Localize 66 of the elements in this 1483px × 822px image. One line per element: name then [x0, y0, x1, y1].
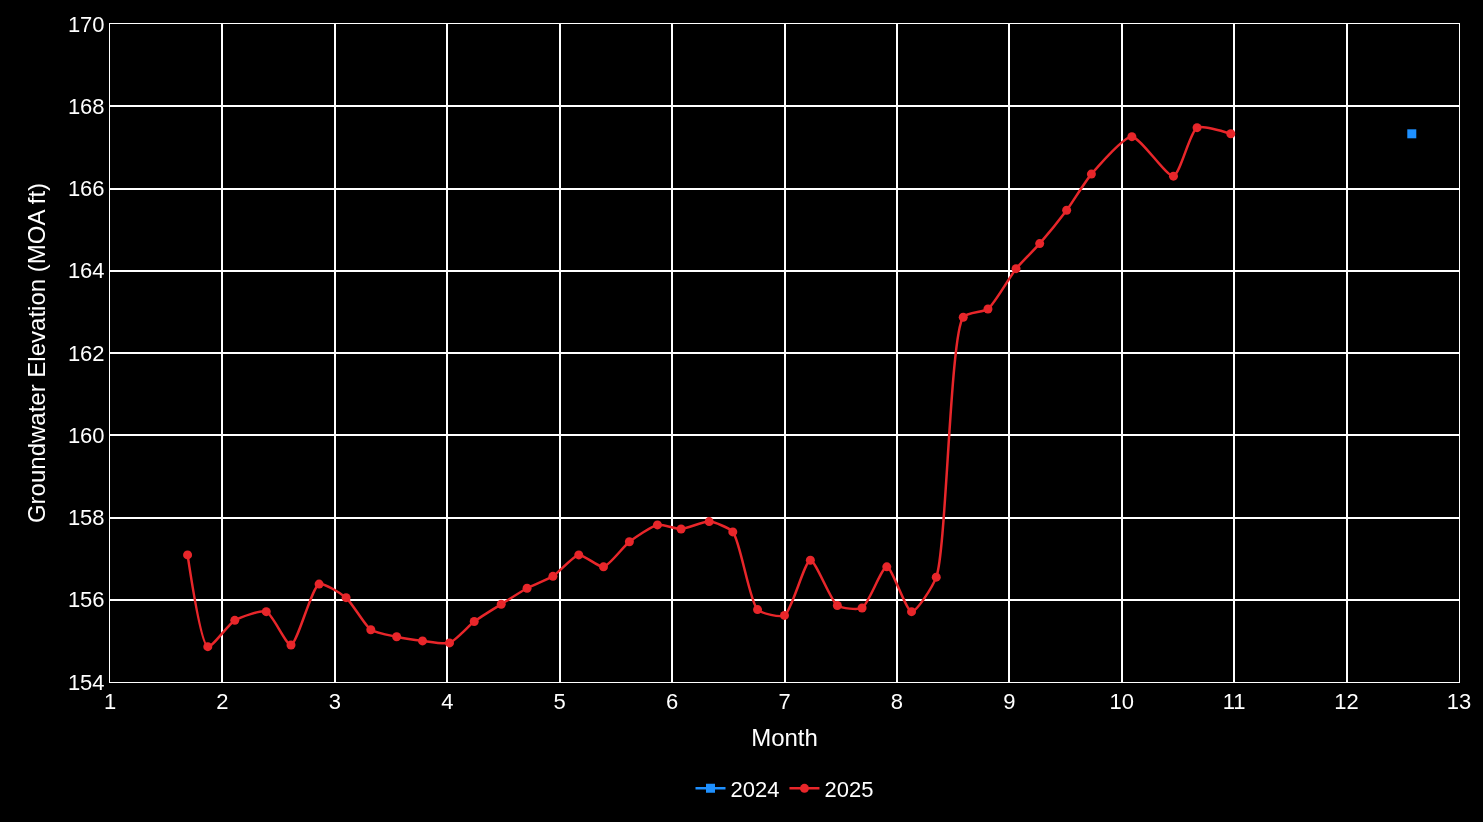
point [931, 572, 941, 582]
x-tick-label: 6 [665, 689, 679, 715]
legend-label: 2025 [824, 776, 874, 802]
point [203, 642, 213, 652]
point [314, 579, 324, 589]
point [676, 524, 686, 534]
point [652, 520, 662, 530]
x-axis-title: Month [751, 723, 818, 751]
point [958, 312, 968, 322]
point [882, 562, 892, 572]
x-tick-label: 11 [1222, 689, 1246, 715]
point [599, 562, 609, 572]
point [1168, 171, 1178, 181]
y-tick-label: 164 [67, 258, 105, 284]
x-tick-label: 4 [441, 689, 454, 715]
point [418, 636, 428, 646]
point [983, 304, 993, 314]
point [230, 615, 240, 625]
point [366, 625, 376, 635]
point [341, 593, 351, 603]
point [704, 517, 714, 527]
x-tick-label: 10 [1109, 689, 1134, 715]
point [832, 601, 842, 611]
point [496, 599, 506, 609]
point [624, 537, 634, 547]
point [728, 527, 738, 537]
x-tick-label: 5 [553, 689, 566, 715]
x-tick-label: 7 [778, 689, 791, 715]
point [805, 555, 815, 565]
point [780, 610, 789, 620]
point [286, 640, 296, 650]
point [1011, 264, 1021, 274]
y-tick-label: 158 [67, 505, 105, 531]
x-tick-label: 1 [103, 689, 117, 715]
point [857, 603, 867, 613]
x-tick-label: 12 [1334, 689, 1359, 715]
point [1127, 132, 1137, 142]
y-axis-title: Groundwater Elevation (MOA ft) [22, 182, 50, 524]
point [1086, 169, 1096, 179]
y-tick-label: 166 [67, 176, 105, 202]
y-tick-label: 160 [67, 422, 105, 448]
point [574, 550, 584, 560]
x-tick-label: 13 [1446, 689, 1472, 715]
y-tick-label: 168 [67, 93, 105, 119]
point [907, 607, 917, 617]
point [1226, 129, 1236, 139]
point [183, 550, 193, 560]
y-tick-label: 154 [67, 669, 105, 695]
point [445, 638, 454, 648]
point [548, 571, 558, 581]
x-tick-label: 8 [890, 689, 904, 715]
point [261, 607, 271, 617]
x-tick-label: 2 [216, 689, 229, 715]
point [522, 583, 532, 593]
point [1035, 239, 1045, 249]
point [392, 632, 402, 642]
y-tick-label: 162 [67, 340, 105, 366]
y-tick-label: 156 [67, 587, 105, 613]
point [469, 617, 479, 627]
point [1192, 123, 1202, 133]
legend-label: 2024 [730, 776, 780, 802]
point [1062, 205, 1072, 215]
x-tick-label: 9 [1003, 689, 1016, 715]
point [753, 605, 763, 615]
y-tick-label: 170 [67, 11, 105, 37]
x-tick-label: 3 [328, 689, 341, 715]
